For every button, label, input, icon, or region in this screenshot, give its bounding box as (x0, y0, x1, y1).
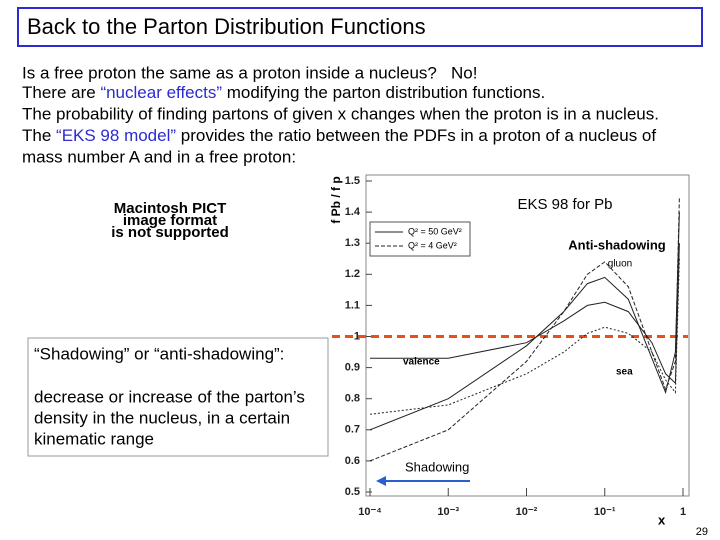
legend-label: Q² = 50 GeV² (408, 226, 462, 236)
body-line: The “EKS 98 model” provides the ratio be… (22, 126, 656, 145)
x-tick-label: 10⁻¹ (594, 506, 616, 518)
placeholder-line: is not supported (111, 224, 229, 241)
annotation: gluon (608, 259, 632, 270)
text: The (22, 126, 56, 145)
note-line: kinematic range (34, 429, 154, 448)
curve (369, 258, 680, 415)
y-tick-label: 0.6 (345, 455, 360, 467)
title-box (17, 7, 703, 47)
curve (369, 196, 680, 462)
body-line: The probability of finding partons of gi… (22, 104, 659, 123)
annotation: sea (616, 367, 633, 378)
text: provides the ratio between the PDFs in a… (176, 126, 656, 145)
x-axis-label: x (658, 512, 666, 527)
annotation-box (403, 459, 483, 477)
curve (370, 243, 680, 385)
slide-number: 29 (696, 526, 708, 538)
text: There are (22, 83, 100, 102)
body-line: mass number A and in a free proton: (22, 147, 296, 166)
y-axis-label: f Pb / f p (329, 176, 343, 223)
placeholder-line: Macintosh PICT (114, 200, 227, 217)
y-tick-label: 0.8 (345, 393, 360, 405)
text: modifying the parton distribution functi… (222, 83, 545, 102)
placeholder: Macintosh PICT image format is not suppo… (111, 200, 229, 241)
legend-box (369, 221, 471, 257)
highlight: “nuclear effects” (100, 83, 222, 102)
chart: 0.5 0.6 0.7 0.8 0.9 1 1.1 1.2 1.3 1.4 1.5 10⁻⁴ 10⁻³ 1… (329, 174, 690, 527)
title: Back to the Parton Distribution Function… (27, 14, 426, 39)
y-tick-label: 1.5 (345, 175, 360, 187)
chart-title: EKS 98 for Pb (517, 196, 612, 213)
body-line: Is a free proton the same as a proton in… (22, 63, 478, 82)
note-line: density in the nucleus, in a certain (34, 408, 290, 427)
y-tick-label: 1.2 (345, 268, 360, 280)
y-tick-label: 1 (354, 330, 360, 342)
placeholder-line: image format (123, 212, 217, 229)
note-heading: “Shadowing” or “anti-shadowing”: (34, 344, 284, 363)
highlight: “EKS 98 model” (56, 126, 176, 145)
x-tick-label: 1 (680, 506, 686, 518)
note-box (27, 337, 329, 457)
x-tick-label: 10⁻³ (437, 506, 459, 518)
annotation: valence (403, 357, 440, 368)
x-tick-label: 10⁻² (516, 506, 538, 518)
y-tick-label: 0.5 (345, 486, 360, 498)
y-tick-label: 1.1 (345, 299, 360, 311)
y-tick-label: 0.7 (345, 424, 360, 436)
y-tick-label: 1.4 (345, 206, 361, 218)
note-line: decrease or increase of the parton’s (34, 387, 305, 406)
annotation: Shadowing (405, 459, 469, 474)
annotation: Anti-shadowing (568, 237, 666, 252)
arrow-head (376, 476, 386, 486)
y-tick-label: 0.9 (345, 362, 360, 374)
x-tick-label: 10⁻⁴ (358, 506, 381, 518)
body-line: There are “nuclear effects” modifying th… (22, 83, 545, 102)
legend-label: Q² = 4 GeV² (408, 240, 457, 250)
y-tick-label: 1.3 (345, 237, 360, 249)
